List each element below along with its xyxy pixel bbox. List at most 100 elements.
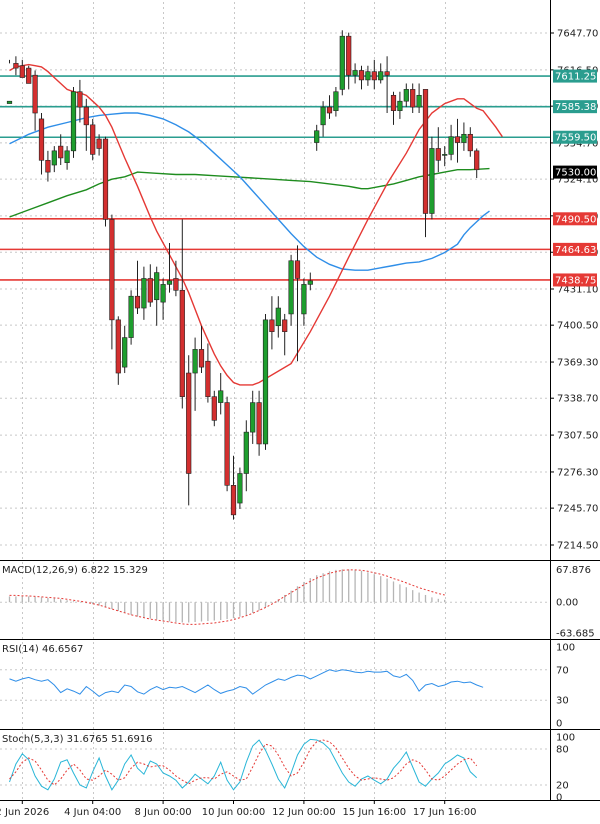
candle-body: [326, 106, 333, 114]
candle-body: [90, 124, 96, 155]
y-tick-label: 7276.30: [557, 467, 598, 478]
candle-body: [454, 136, 461, 143]
x-tick-label: 2 Jun 2026: [0, 807, 49, 818]
candle: [250, 390, 256, 444]
candle: [467, 127, 473, 157]
candle-body: [435, 148, 441, 161]
candle: [45, 150, 51, 182]
candle: [333, 87, 339, 117]
candle: [352, 63, 358, 84]
candle: [307, 272, 313, 291]
level-label: 7438.75: [555, 275, 596, 286]
candle: [230, 455, 237, 520]
candle: [83, 98, 89, 151]
candle: [211, 390, 217, 427]
candle: [205, 343, 211, 403]
candle-body: [301, 284, 307, 315]
candle: [410, 83, 416, 114]
x-tick-label: 10 Jun 00:00: [202, 807, 266, 818]
candle-body: [358, 70, 365, 81]
candle-body: [384, 71, 390, 76]
candle: [256, 390, 262, 456]
rsi-tick-label: 70: [556, 665, 569, 676]
level-label-box: [553, 242, 597, 256]
candle-body: [58, 145, 64, 159]
candle-body: [77, 91, 83, 108]
candle-body: [269, 319, 275, 332]
candle-body: [224, 402, 230, 486]
candle-body: [410, 89, 416, 108]
candle-body: [237, 473, 243, 504]
price-panel: 7647.707616.507585.807554.707524.107493.…: [0, 29, 598, 552]
stoch-tick-label: 100: [556, 733, 575, 744]
macd-tick-label: 0.00: [556, 598, 578, 609]
candle: [58, 134, 64, 166]
level-label: 7559.50: [555, 133, 596, 144]
ma-red-line: [9, 63, 503, 386]
candle-body: [314, 130, 320, 143]
candle-body: [166, 280, 173, 285]
y-tick-label: 7214.50: [557, 541, 598, 552]
candle-body: [122, 337, 128, 368]
candle-body: [352, 70, 358, 76]
candle-body: [339, 35, 345, 90]
candle: [166, 243, 173, 293]
rsi-panel: RSI(14) 46.6567 100 70 30 0: [0, 643, 575, 730]
candle-body: [198, 349, 205, 368]
candle: [154, 266, 160, 326]
candle-body: [390, 94, 397, 111]
candle-body: [378, 71, 384, 81]
candle-body: [205, 360, 211, 397]
x-tick-label: 4 Jun 04:00: [64, 807, 121, 818]
x-axis: 2 Jun 2026 4 Jun 04:00 8 Jun 00:00 10 Jun 0…: [0, 800, 476, 818]
candle-body: [19, 65, 25, 78]
candle: [186, 355, 192, 506]
candle-body: [403, 89, 409, 102]
candle: [461, 122, 467, 151]
candle-body: [416, 94, 422, 108]
y-tick-label: 7307.50: [557, 431, 598, 442]
candle-body: [474, 150, 480, 171]
y-tick-label: 7400.50: [557, 321, 598, 332]
candle: [422, 89, 429, 238]
y-tick-label: 7245.70: [557, 504, 598, 515]
candle-body: [83, 106, 89, 126]
candle-body: [467, 133, 473, 152]
candle: [109, 214, 115, 350]
candle: [179, 219, 185, 409]
candle-body: [211, 396, 217, 421]
candle: [371, 59, 377, 90]
candle-body: [51, 150, 57, 166]
candle-body: [173, 278, 179, 291]
candle-body: [134, 295, 141, 309]
candle: [147, 264, 153, 307]
stoch-tick-label: 0: [556, 793, 562, 804]
candle-body: [218, 390, 224, 403]
current-price-label: 7530.00: [555, 168, 596, 179]
candle-body: [26, 67, 32, 84]
candle-body: [45, 159, 51, 173]
candle: [429, 136, 435, 220]
level-label-box: [553, 212, 597, 226]
candle: [384, 56, 390, 114]
candle: [38, 113, 45, 175]
rsi-title: RSI(14) 46.6567: [2, 644, 83, 655]
level-label-box: [553, 69, 597, 83]
candle: [365, 65, 371, 86]
stoch-d-line: [9, 739, 478, 786]
candle: [77, 79, 83, 123]
macd-tick-label: 67.876: [556, 565, 591, 576]
stoch-k-line: [9, 738, 478, 791]
candle-body: [32, 74, 38, 114]
candle: [339, 30, 345, 96]
candle: [326, 95, 333, 119]
candle-body: [320, 106, 326, 126]
candle: [224, 396, 230, 492]
candle-body: [70, 91, 77, 152]
level-label-box: [553, 273, 597, 287]
candle: [288, 254, 294, 326]
x-tick-label: 15 Jun 16:00: [343, 807, 407, 818]
rsi-tick-label: 0: [556, 719, 562, 730]
candle: [13, 56, 19, 76]
